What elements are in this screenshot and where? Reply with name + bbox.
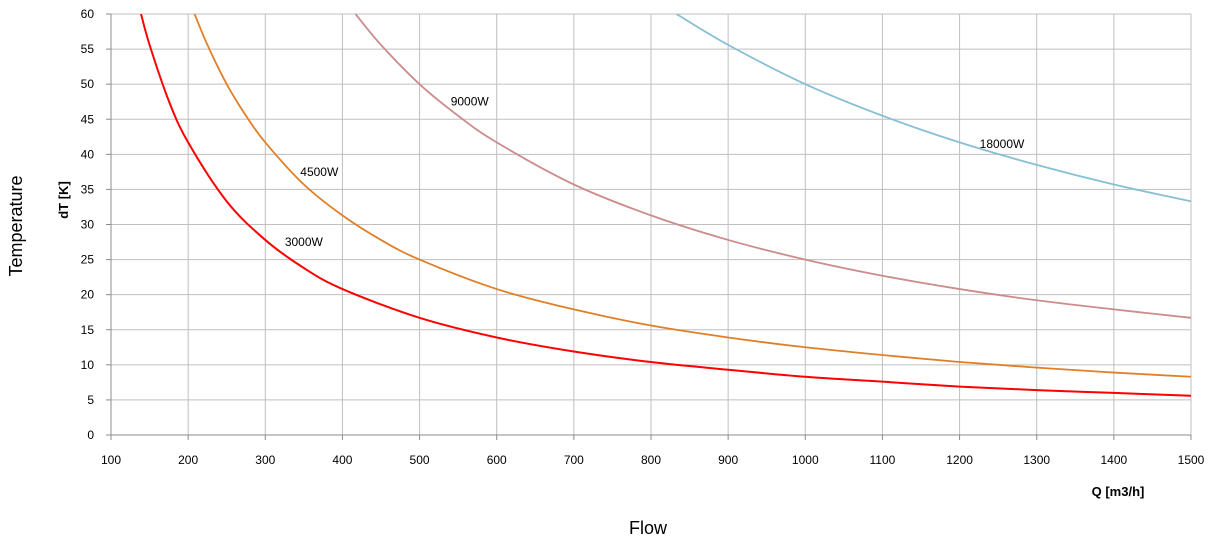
x-tick-label: 400: [332, 453, 352, 467]
tick-labels: 100 200 300 400 500 600 700 800 900 1000 1100 1200 1…: [81, 7, 1205, 467]
x-tick-label: 500: [410, 453, 430, 467]
y-tick-label: 30: [81, 218, 95, 232]
x-tick-label: 1000: [792, 453, 819, 467]
y-tick-label: 50: [81, 77, 95, 91]
y-tick-label: 60: [81, 7, 95, 21]
y-tick-label: 45: [81, 112, 95, 126]
x-tick-label: 1200: [946, 453, 973, 467]
series-label-4500w: 4500W: [300, 165, 339, 179]
series-line-18000w: [675, 14, 1191, 203]
outer-x-title: Flow: [629, 518, 668, 538]
x-tick-label: 700: [564, 453, 584, 467]
grid: [110, 13, 1192, 436]
y-tick-label: 15: [81, 323, 95, 337]
y-tick-label: 35: [81, 182, 95, 196]
x-tick-label: 800: [641, 453, 661, 467]
y-tick-label: 10: [81, 358, 95, 372]
x-tick-label: 1400: [1101, 453, 1128, 467]
y-tick-label: 0: [87, 428, 94, 442]
x-tick-label: 600: [487, 453, 507, 467]
series-label-9000w: 9000W: [451, 95, 490, 109]
x-axis-title: Q [m3/h]: [1092, 484, 1145, 499]
series-line-4500w: [193, 14, 1191, 378]
y-tick-label: 40: [81, 147, 95, 161]
series-label-18000w: 18000W: [980, 137, 1025, 151]
x-tick-label: 1100: [870, 453, 896, 467]
series-labels: 3000W 4500W 9000W 18000W: [285, 95, 1025, 249]
x-tick-label: 100: [101, 453, 121, 467]
y-tick-label: 20: [81, 288, 95, 302]
series-line-9000w: [354, 14, 1191, 319]
y-tick-label: 5: [87, 393, 94, 407]
axes: [106, 13, 1192, 440]
y-tick-label: 55: [81, 42, 95, 56]
outer-y-title: Temperature: [6, 175, 26, 276]
x-tick-label: 1500: [1178, 453, 1205, 467]
x-tick-label: 900: [718, 453, 738, 467]
x-tick-label: 300: [255, 453, 275, 467]
y-axis-title: dT [K]: [56, 181, 71, 219]
series-lines: [140, 14, 1191, 397]
series-label-3000w: 3000W: [285, 235, 324, 249]
x-tick-label: 1300: [1023, 453, 1050, 467]
x-tick-label: 200: [178, 453, 198, 467]
series-line-3000w: [140, 14, 1191, 397]
y-tick-label: 25: [81, 253, 95, 267]
